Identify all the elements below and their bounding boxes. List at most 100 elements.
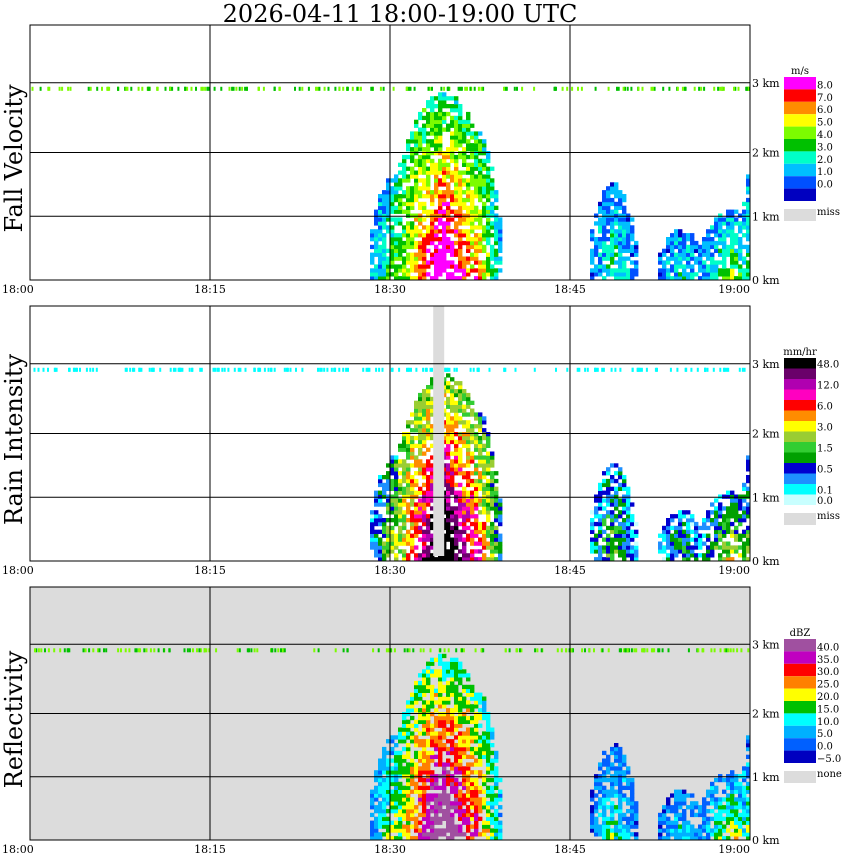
heatmap-cell — [466, 836, 471, 841]
heatmap-cell — [686, 553, 691, 558]
heatmap-cell — [590, 260, 595, 265]
heatmap-cell — [390, 510, 395, 515]
heatmap-cell — [430, 785, 435, 790]
heatmap-cell — [418, 673, 423, 678]
heatmap-cell — [393, 648, 396, 653]
heatmap-cell — [430, 537, 435, 542]
heatmap-cell — [458, 252, 463, 257]
heatmap-cell — [622, 549, 627, 554]
heatmap-cell — [406, 256, 411, 261]
heatmap-cell — [446, 820, 451, 825]
heatmap-cell — [418, 131, 423, 136]
heatmap-cell — [58, 86, 61, 91]
heatmap-cell — [430, 190, 435, 195]
heatmap-cell — [690, 237, 695, 242]
heatmap-cell — [674, 537, 679, 542]
heatmap-cell — [606, 217, 611, 222]
heatmap-cell — [169, 86, 172, 91]
heatmap-cell — [718, 797, 723, 802]
heatmap-cell — [694, 537, 699, 542]
heatmap-cell — [92, 648, 95, 653]
heatmap-cell — [634, 244, 639, 250]
heatmap-cell — [370, 86, 373, 91]
heatmap-cell — [414, 743, 419, 748]
legend-swatch — [784, 139, 816, 152]
heatmap-cell — [458, 669, 463, 674]
heatmap-cell — [486, 557, 491, 562]
heatmap-cell — [434, 225, 439, 230]
heatmap-cell — [414, 514, 419, 519]
heatmap-cell — [486, 754, 491, 759]
heatmap-cell — [470, 739, 475, 744]
heatmap-cell — [462, 201, 467, 207]
heatmap-cell — [722, 557, 727, 562]
legend-swatch — [784, 400, 816, 411]
heatmap-cell — [474, 490, 479, 495]
heatmap-cell — [419, 648, 422, 653]
heatmap-cell — [434, 777, 439, 783]
heatmap-cell — [438, 162, 443, 167]
heatmap-cell — [414, 684, 419, 690]
heatmap-cell — [454, 553, 459, 558]
heatmap-cell — [486, 514, 491, 519]
heatmap-cell — [478, 529, 483, 534]
heatmap-cell — [402, 475, 407, 480]
heatmap-cell — [490, 758, 495, 763]
heatmap-cell — [422, 424, 427, 429]
heatmap-cell — [682, 256, 687, 261]
heatmap-cell — [378, 237, 383, 242]
heatmap-cell — [466, 123, 471, 128]
heatmap-cell — [670, 276, 675, 281]
heatmap-cell — [486, 793, 491, 798]
heatmap-cell — [486, 506, 491, 511]
heatmap-cell — [610, 525, 615, 531]
heatmap-cell — [422, 400, 427, 405]
heatmap-cell — [374, 213, 379, 218]
heatmap-cell — [430, 525, 435, 531]
heatmap-cell — [466, 197, 471, 203]
heatmap-cell — [430, 229, 435, 234]
heatmap-cell — [486, 743, 491, 748]
heatmap-cell — [726, 506, 731, 511]
heatmap-cell — [474, 166, 479, 171]
heatmap-cell — [390, 190, 395, 195]
heatmap-cell — [622, 812, 627, 818]
heatmap-cell — [430, 104, 435, 109]
heatmap-cell — [426, 260, 431, 265]
heatmap-cell — [674, 824, 679, 829]
heatmap-cell — [394, 174, 399, 179]
heatmap-cell — [414, 529, 419, 534]
heatmap-cell — [743, 367, 746, 372]
heatmap-cell — [390, 789, 395, 794]
heatmap-cell — [734, 506, 739, 511]
heatmap-cell — [446, 244, 451, 250]
heatmap-cell — [606, 201, 611, 207]
heatmap-cell — [626, 820, 631, 825]
heatmap-cell — [598, 498, 603, 503]
heatmap-cell — [438, 111, 443, 117]
heatmap-cell — [714, 217, 719, 222]
heatmap-cell — [446, 201, 451, 207]
heatmap-cell — [490, 816, 495, 821]
heatmap-cell — [450, 708, 455, 713]
heatmap-cell — [446, 237, 451, 242]
heatmap-cell — [390, 739, 395, 744]
heatmap-cell — [730, 801, 735, 806]
heatmap-cell — [478, 746, 483, 752]
heatmap-cell — [466, 754, 471, 759]
heatmap-cell — [474, 178, 479, 183]
heatmap-cell — [602, 498, 607, 503]
heatmap-cell — [418, 443, 423, 448]
heatmap-cell — [426, 412, 431, 417]
heatmap-cell — [462, 412, 467, 417]
heatmap-cell — [410, 521, 415, 527]
heatmap-cell — [678, 529, 683, 534]
heatmap-cell — [458, 416, 463, 421]
heatmap-cell — [442, 213, 447, 218]
heatmap-cell — [406, 166, 411, 171]
heatmap-cell — [446, 836, 451, 841]
heatmap-cell — [442, 665, 447, 670]
heatmap-cell — [478, 557, 483, 562]
heatmap-cell — [634, 272, 639, 277]
heatmap-cell — [442, 801, 447, 806]
